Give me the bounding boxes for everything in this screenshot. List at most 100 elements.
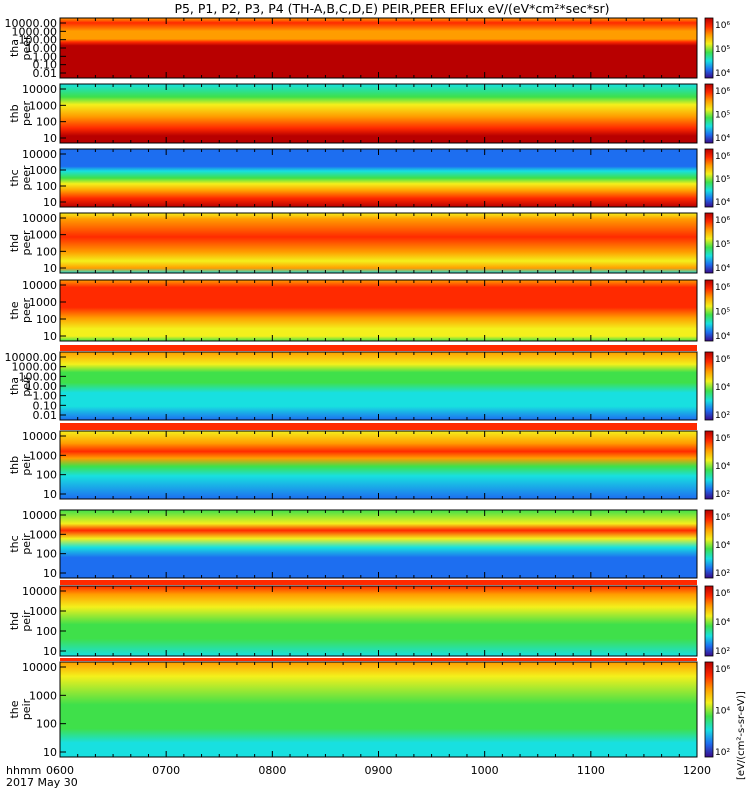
thb-peer-spectrogram [60,84,697,143]
the-peer-colorbar-tick: 10⁵ [715,308,730,318]
thc-peer-colorbar-tick: 10⁶ [715,152,730,162]
thc-peer-label-dataset: peer [20,165,33,191]
the-peir-ytick-label: 10000 [22,661,57,674]
the-peer-ytick-label: 10 [43,330,57,343]
tha-peir-colorbar [704,351,714,421]
thb-peir-ytick-label: 10 [43,488,57,501]
the-peer-ytick-label: 1000 [29,296,57,309]
thb-peir-colorbar-tick: 10² [715,490,730,500]
thd-peir-label-probe: thd [8,612,21,630]
xtick-label: 0800 [258,764,286,777]
thb-peir-colorbar-tick: 10⁴ [715,462,730,472]
tha-peer-colorbar-tick: 10⁶ [715,21,730,31]
thd-peir-colorbar-tick: 10² [715,647,730,657]
thd-peir-ytick-label: 10 [43,645,57,658]
tha-peir-ytick-label: 1.00 [33,390,58,403]
thc-peer-colorbar [704,148,714,208]
tha-peer-spectrogram [60,18,697,78]
thb-peir-label-probe: thb [8,456,21,474]
thd-peer-colorbar-tick: 10⁴ [715,264,730,274]
thc-peir-ytick-label: 100 [36,548,57,561]
thc-peir-spectrogram [60,510,697,578]
x-axis-label-date: 2017 May 30 [6,776,78,789]
thb-peir-colorbar-tick: 10⁶ [715,434,730,444]
tha-peer-ytick-label: 0.01 [33,67,58,80]
tha-peir-ytick-label: 10.00 [26,380,58,393]
thd-peir-colorbar-tick: 10⁴ [715,618,730,628]
thd-peir-ytick-label: 10000 [22,585,57,598]
thb-peer-colorbar [704,83,714,144]
thd-peir-spectrogram [60,586,697,656]
the-peir-ytick-label: 100 [36,718,57,731]
thd-peir-colorbar-tick: 10⁶ [715,589,730,599]
the-peir-spectrogram [60,662,697,757]
the-peer-label-probe: the [8,301,21,319]
tha-peir-colorbar-tick: 10² [715,411,730,421]
the-peir-colorbar-tick: 10⁶ [715,665,730,675]
thd-peer-spectrogram [60,213,697,273]
tha-peer-ytick-label: 100.00 [19,34,58,47]
x-axis-label-hhmm: hhmm [6,764,41,777]
tha-peer-colorbar-tick: 10⁴ [715,69,730,79]
tha-peir-ytick-label: 0.10 [33,399,58,412]
tha-peer-label-probe: tha [8,39,21,57]
thc-peir-label-probe: thc [8,535,21,552]
the-peir-flag-bar [60,658,697,661]
thc-peir-label-dataset: peir [20,533,33,555]
the-peer-colorbar-tick: 10⁴ [715,332,730,342]
thd-peer-ytick-label: 1000 [29,229,57,242]
thc-peer-ytick-label: 100 [36,180,57,193]
the-peir-label-probe: the [8,700,21,718]
thd-peir-label-dataset: peir [20,610,33,632]
thd-peir-flag-bar [60,580,697,585]
tha-peir-label-dataset: peir [20,375,33,397]
time-axis: hhmm 2017 May 30 0600 0700 0800 0900 1000 110… [6,764,711,789]
the-peer-ytick-label: 100 [36,313,57,326]
thb-peir-ytick-label: 100 [36,469,57,482]
tha-peer-label-dataset: peer [20,35,33,61]
thd-peer-label-probe: thd [8,234,21,252]
thb-peer-ytick-label: 100 [36,116,57,129]
tha-peer-ytick-label: 10.00 [26,42,58,55]
the-peer-colorbar-tick: 10⁶ [715,283,730,293]
thb-peer-colorbar-tick: 10⁵ [715,111,730,121]
thc-peir-ytick-label: 10000 [22,509,57,522]
thd-peer-ytick-label: 100 [36,245,57,258]
tha-peir-ytick-label: 1000.00 [12,361,58,374]
thd-peer-ytick-label: 10000 [22,212,57,225]
thb-peir-label-dataset: peir [20,454,33,476]
thc-peer-colorbar-tick: 10⁵ [715,175,730,185]
thc-peir-ytick-label: 10 [43,567,57,580]
thb-peir-colorbar [704,430,714,500]
the-peir-ytick-label: 1000 [29,689,57,702]
xtick-label: 1200 [683,764,711,777]
tha-peer-ytick-label: 0.10 [33,59,58,72]
thd-peir-colorbar [704,585,714,657]
thc-peir-colorbar [704,509,714,579]
thb-peer-label-dataset: peer [20,101,33,127]
tha-peer-ytick-label: 10000.00 [5,17,58,30]
colorbar-title: [eV/(cm²-s-sr-eV)] [736,691,747,780]
thd-peer-colorbar [704,212,714,274]
xtick-label: 0700 [152,764,180,777]
thb-peir-ytick-label: 10000 [22,430,57,443]
thc-peir-ytick-label: 1000 [29,528,57,541]
tha-peir-ytick-label: 100.00 [19,370,58,383]
thb-peir-flag-bar [60,423,697,430]
thd-peer-ytick-label: 10 [43,262,57,275]
tha-peir-colorbar-tick: 10⁶ [715,355,730,365]
thc-peir-colorbar-tick: 10⁶ [715,513,730,523]
thc-peer-spectrogram [60,149,697,207]
thb-peer-ytick-label: 1000 [29,99,57,112]
thc-peer-ytick-label: 10 [43,196,57,209]
thd-peir-ytick-label: 100 [36,625,57,638]
thc-peer-label-probe: thc [8,169,21,186]
tha-peer-ytick-label: 1.00 [33,50,58,63]
xtick-label: 1000 [471,764,499,777]
thc-peer-colorbar-tick: 10⁴ [715,198,730,208]
panels-group: 10000.001000.00100.0010.001.000.100.01th… [5,17,731,759]
thc-peer-ytick-label: 10000 [22,148,57,161]
the-peer-ytick-label: 10000 [22,279,57,292]
tha-peir-colorbar-tick: 10⁴ [715,383,730,393]
the-peir-colorbar [704,661,714,758]
